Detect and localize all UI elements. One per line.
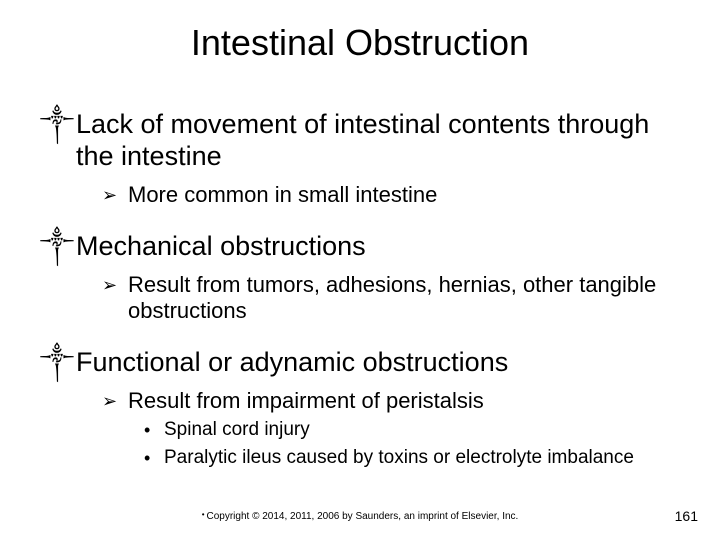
bullet-lvl1: ༒ Functional or adynamic obstructions: [40, 346, 680, 378]
bullet-lvl2: ➢ More common in small intestine: [40, 182, 680, 208]
bullet-text: Result from impairment of peristalsis: [128, 388, 484, 414]
bullet-text: Mechanical obstructions: [76, 230, 366, 262]
bullet-lvl1: ༒ Mechanical obstructions: [40, 230, 680, 262]
wingdings-bullet-icon: ༒: [40, 108, 76, 140]
bullet-text: More common in small intestine: [128, 182, 437, 208]
wingdings-bullet-icon: ༒: [40, 230, 76, 262]
bullet-lvl3: • Paralytic ileus caused by toxins or el…: [40, 446, 680, 470]
arrow-bullet-icon: ➢: [102, 182, 128, 208]
slide-body: ༒ Lack of movement of intestinal content…: [0, 64, 720, 470]
slide-title: Intestinal Obstruction: [0, 0, 720, 64]
bullet-text: Functional or adynamic obstructions: [76, 346, 508, 378]
wingdings-bullet-icon: ༒: [40, 346, 76, 378]
copyright-text: Copyright © 2014, 2011, 2006 by Saunders…: [207, 511, 519, 522]
bullet-text: Result from tumors, adhesions, hernias, …: [128, 272, 680, 324]
bullet-text: Spinal cord injury: [164, 418, 310, 442]
bullet-text: Paralytic ileus caused by toxins or elec…: [164, 446, 634, 470]
page-number: 161: [675, 508, 698, 524]
bullet-lvl2: ➢ Result from tumors, adhesions, hernias…: [40, 272, 680, 324]
slide: Intestinal Obstruction ༒ Lack of movemen…: [0, 0, 720, 540]
bullet-lvl2: ➢ Result from impairment of peristalsis: [40, 388, 680, 414]
dot-bullet-icon: •: [144, 446, 164, 470]
bullet-lvl1: ༒ Lack of movement of intestinal content…: [40, 108, 680, 172]
dot-icon: •: [202, 510, 205, 519]
bullet-lvl3: • Spinal cord injury: [40, 418, 680, 442]
arrow-bullet-icon: ➢: [102, 272, 128, 298]
arrow-bullet-icon: ➢: [102, 388, 128, 414]
bullet-text: Lack of movement of intestinal contents …: [76, 108, 680, 172]
dot-bullet-icon: •: [144, 418, 164, 442]
copyright-footer: •Copyright © 2014, 2011, 2006 by Saunder…: [0, 511, 720, 522]
